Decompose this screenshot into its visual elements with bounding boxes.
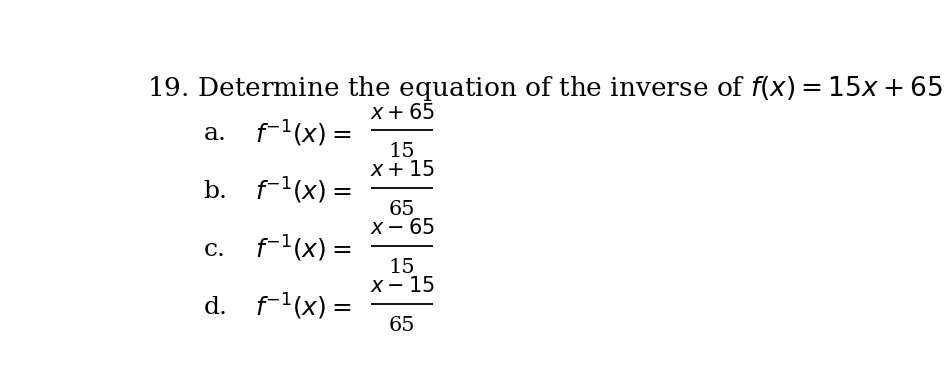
Text: $x+65$: $x+65$ xyxy=(370,103,435,123)
Text: $x+15$: $x+15$ xyxy=(370,161,435,180)
Text: 15: 15 xyxy=(389,258,415,277)
Text: $f^{-1}(x) = $: $f^{-1}(x) = $ xyxy=(255,292,352,322)
Text: 65: 65 xyxy=(389,200,415,219)
Text: d.: d. xyxy=(203,296,227,318)
Text: 19. Determine the equation of the inverse of $f(x) = 15x + 65$: 19. Determine the equation of the invers… xyxy=(146,74,942,103)
Text: c.: c. xyxy=(203,238,225,261)
Text: $f^{-1}(x) = $: $f^{-1}(x) = $ xyxy=(255,118,352,149)
Text: 15: 15 xyxy=(389,142,415,161)
Text: 65: 65 xyxy=(389,315,415,335)
Text: b.: b. xyxy=(203,180,227,203)
Text: $f^{-1}(x) = $: $f^{-1}(x) = $ xyxy=(255,176,352,206)
Text: a.: a. xyxy=(203,122,226,145)
Text: $f^{-1}(x) = $: $f^{-1}(x) = $ xyxy=(255,234,352,264)
Text: $x-15$: $x-15$ xyxy=(370,276,435,296)
Text: $x-65$: $x-65$ xyxy=(370,218,435,238)
